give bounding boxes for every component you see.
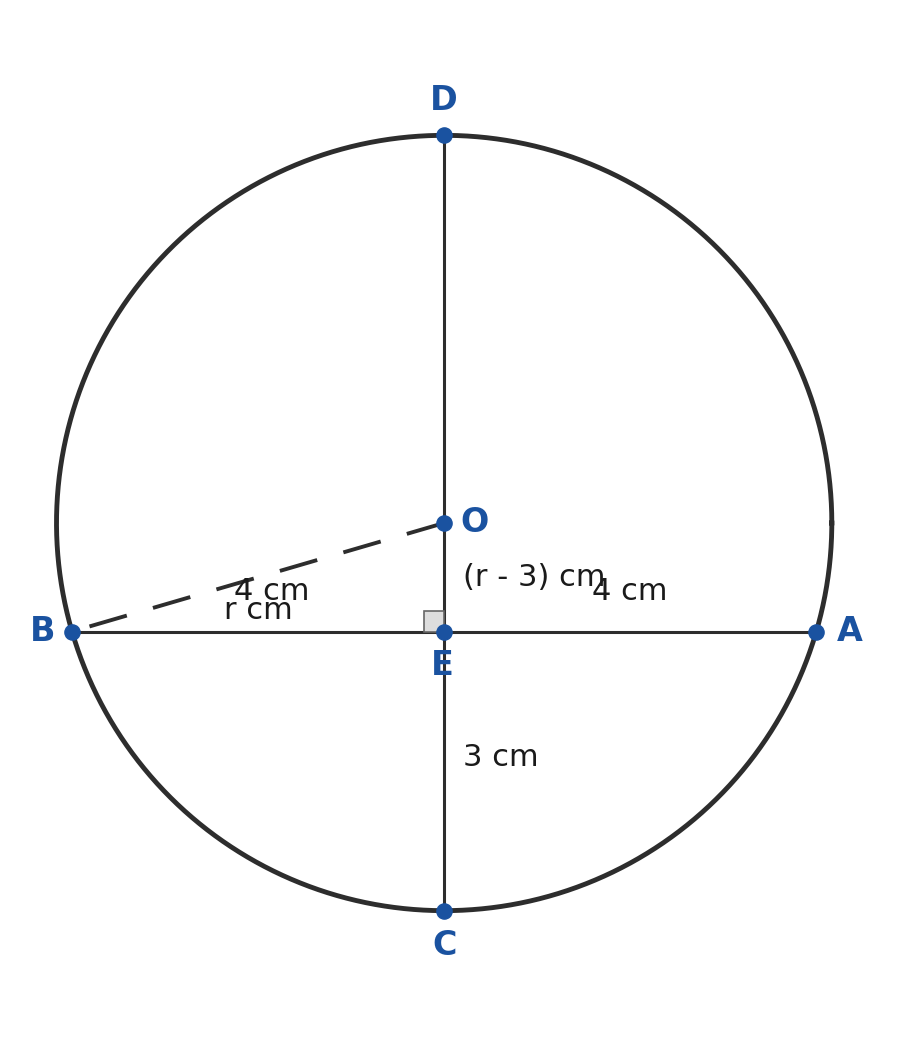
Text: 3 cm: 3 cm bbox=[463, 743, 539, 772]
Point bbox=[437, 903, 452, 919]
Text: A: A bbox=[836, 615, 863, 649]
Point bbox=[809, 623, 823, 640]
Text: O: O bbox=[461, 506, 488, 540]
Text: 4 cm: 4 cm bbox=[234, 576, 310, 606]
Point bbox=[437, 127, 452, 143]
Text: C: C bbox=[432, 929, 456, 962]
Text: D: D bbox=[431, 84, 458, 117]
Text: (r - 3) cm: (r - 3) cm bbox=[463, 563, 605, 592]
Bar bbox=[424, 611, 444, 632]
Text: 4 cm: 4 cm bbox=[593, 576, 668, 606]
Point bbox=[437, 515, 452, 531]
Text: r cm: r cm bbox=[224, 596, 293, 626]
Point bbox=[65, 623, 80, 640]
Text: B: B bbox=[30, 615, 56, 649]
Point bbox=[437, 623, 452, 640]
Text: E: E bbox=[431, 649, 453, 682]
